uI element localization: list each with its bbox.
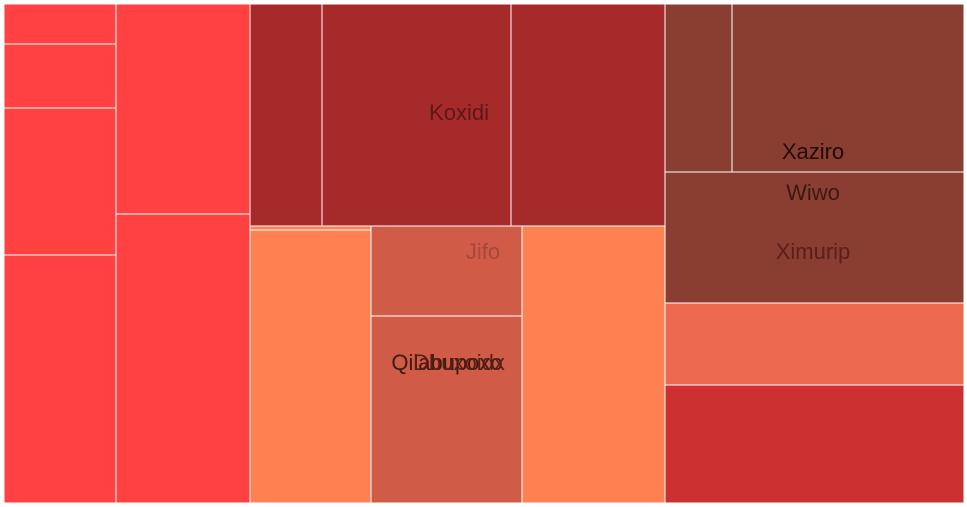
- treemap-cell-c8: [321, 3, 512, 227]
- treemap-label-c12: Qilabupoxo: [391, 350, 502, 375]
- treemap-cell-c5: [115, 3, 251, 215]
- treemap-cell-c18: [664, 384, 965, 504]
- treemap-cell-c9: [510, 3, 666, 227]
- treemap-label-c16: Ximurip: [776, 239, 851, 264]
- treemap-cell-c15: [731, 3, 965, 173]
- treemap-label-c15: Xaziro: [782, 139, 844, 164]
- treemap-cell-c17: [664, 302, 965, 386]
- treemap-label-c11: Jifo: [466, 239, 500, 264]
- treemap-cell-c13: [521, 225, 666, 504]
- treemap-cell-c14: [664, 3, 733, 173]
- treemap-cell-c1: [3, 3, 117, 45]
- treemap-overlay-label-o2: Dbuxoidx: [413, 350, 505, 375]
- treemap-cell-c16: [664, 171, 965, 304]
- treemap-overlay-label-o1: Wiwo: [786, 180, 840, 205]
- treemap-cell-c2: [3, 43, 117, 109]
- treemap-cell-c11: [370, 225, 523, 317]
- treemap-label-c8: Koxidi: [429, 100, 489, 125]
- treemap-cell-c12: [370, 315, 523, 504]
- treemap-cell-c3: [3, 107, 117, 256]
- treemap-cell-c7: [249, 3, 323, 227]
- treemap-cell-c10: [249, 225, 372, 504]
- treemap-cell-c4: [3, 254, 117, 504]
- treemap-cell-c6: [115, 213, 251, 504]
